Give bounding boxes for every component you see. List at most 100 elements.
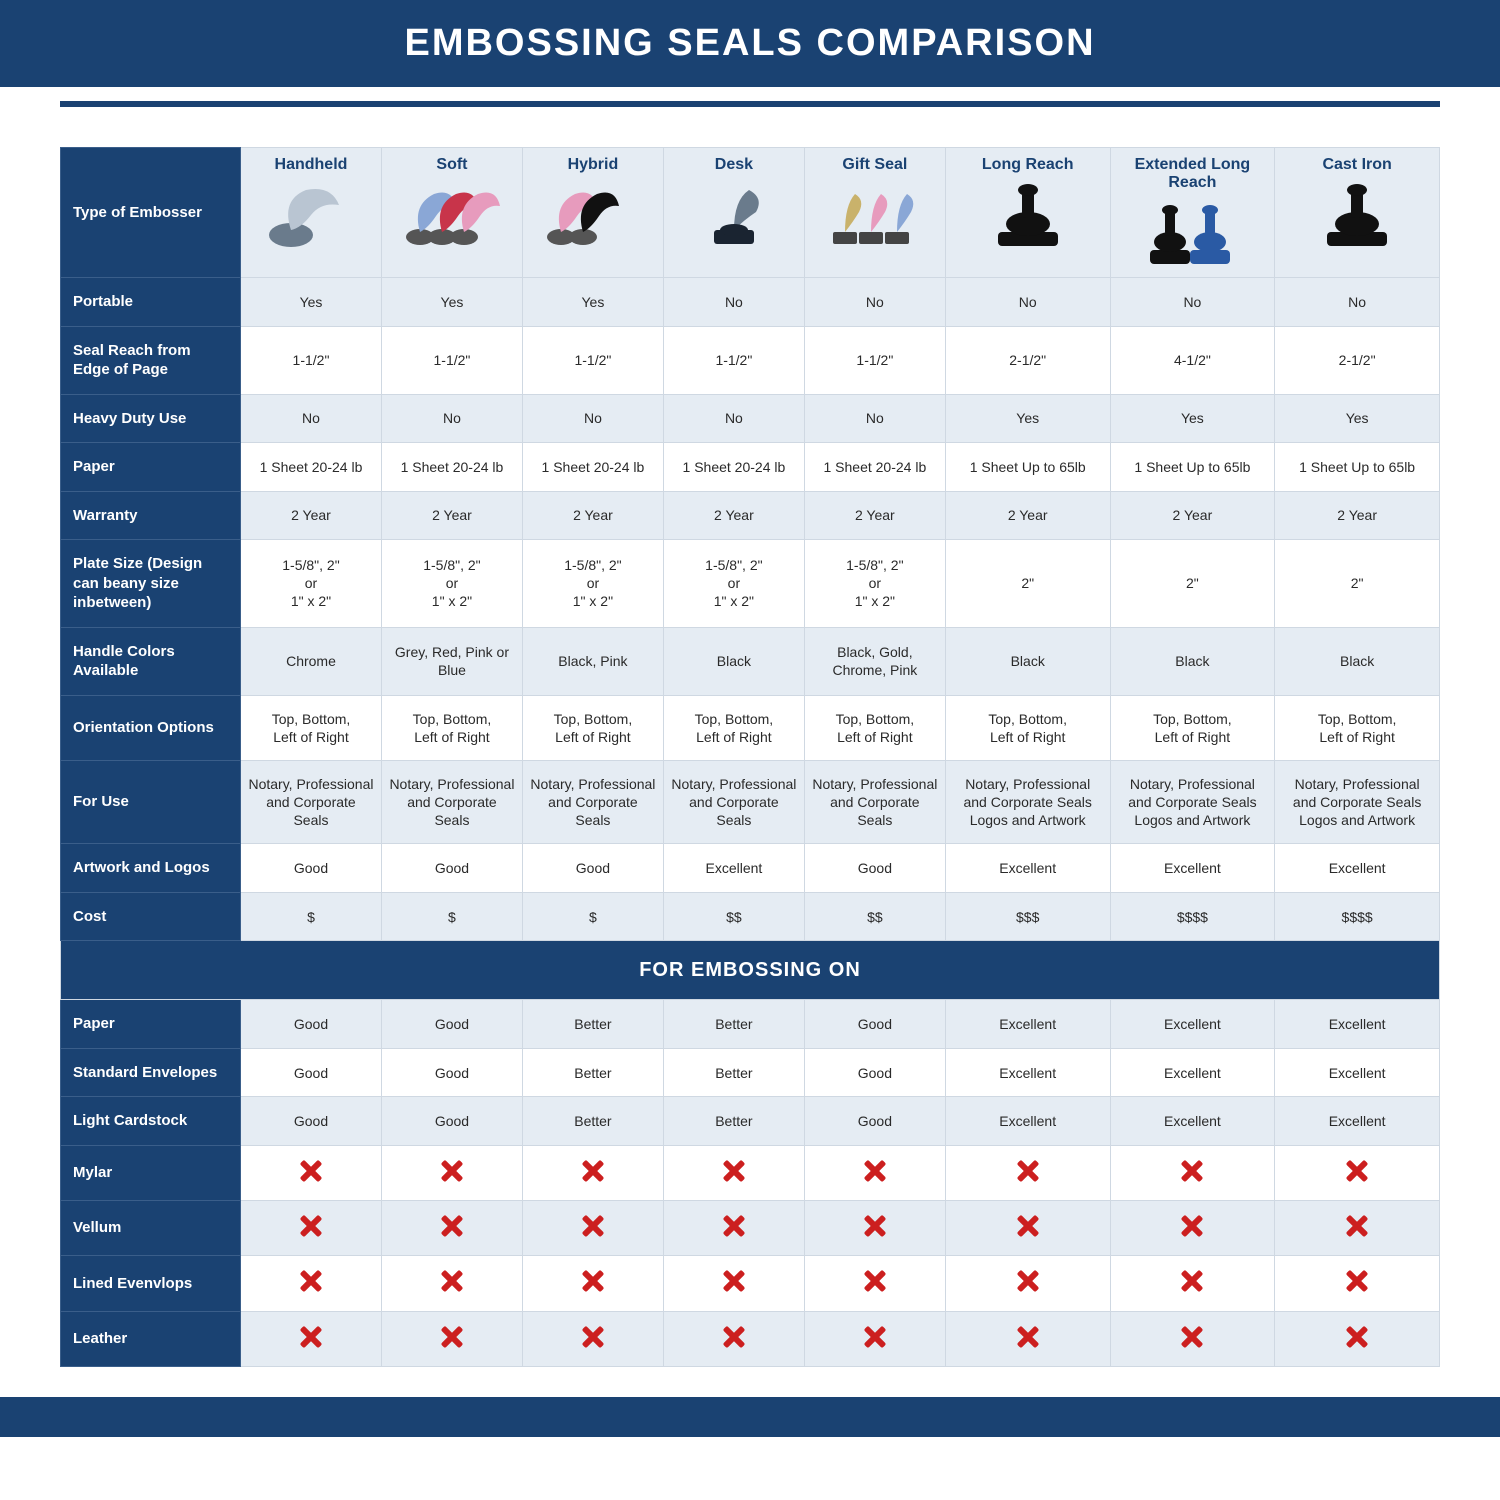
col-hybrid: Hybrid — [522, 148, 663, 278]
table-row: For Use Notary, Professional and Corporat… — [61, 760, 1440, 844]
cell: Chrome — [241, 627, 382, 695]
cell: Excellent — [1110, 1097, 1275, 1146]
row-label: Cost — [61, 892, 241, 941]
cell: 2 Year — [1110, 491, 1275, 540]
cell: Black, Gold, Chrome, Pink — [804, 627, 945, 695]
cell — [381, 1201, 522, 1256]
cell: $ — [241, 892, 382, 941]
cell: No — [1110, 278, 1275, 327]
row-label: Orientation Options — [61, 695, 241, 760]
cell: 1 Sheet Up to 65lb — [1110, 443, 1275, 492]
col-label: Hybrid — [527, 156, 659, 174]
page-title: EMBOSSING SEALS COMPARISON — [0, 0, 1500, 87]
x-icon — [864, 1326, 886, 1348]
cell: Good — [522, 844, 663, 893]
cell — [381, 1145, 522, 1200]
cell: Notary, Professional and Corporate Seals… — [1275, 760, 1440, 844]
cell: Top, Bottom, Left of Right — [804, 695, 945, 760]
cell: Excellent — [945, 1048, 1110, 1097]
cell: 1 Sheet 20-24 lb — [522, 443, 663, 492]
cell: 4-1/2" — [1110, 326, 1275, 394]
section-header: FOR EMBOSSING ON — [61, 941, 1440, 1000]
cell: Good — [381, 1048, 522, 1097]
row-label: Heavy Duty Use — [61, 394, 241, 443]
x-icon — [1017, 1160, 1039, 1182]
table-row: Light CardstockGoodGoodBetterBetterGoodE… — [61, 1097, 1440, 1146]
table-row: Vellum — [61, 1201, 1440, 1256]
cell: Notary, Professional and Corporate Seals — [381, 760, 522, 844]
cell: 1 Sheet 20-24 lb — [663, 443, 804, 492]
cell: Black — [1110, 627, 1275, 695]
cell: 1-1/2" — [663, 326, 804, 394]
cell: 1-1/2" — [381, 326, 522, 394]
cell: Excellent — [1110, 844, 1275, 893]
embosser-icon — [825, 180, 925, 250]
x-icon — [1017, 1326, 1039, 1348]
row-label: For Use — [61, 760, 241, 844]
cell — [945, 1145, 1110, 1200]
table-row: Plate Size (Design can beany size inbetw… — [61, 540, 1440, 628]
cell — [663, 1256, 804, 1311]
cell: Top, Bottom, Left of Right — [945, 695, 1110, 760]
embosser-icon — [978, 180, 1078, 250]
table-row: PaperGoodGoodBetterBetterGoodExcellentEx… — [61, 1000, 1440, 1049]
col-label: Gift Seal — [809, 156, 941, 174]
table-row: Orientation Options Top, Bottom, Left of … — [61, 695, 1440, 760]
cell: Top, Bottom, Left of Right — [663, 695, 804, 760]
x-icon — [582, 1160, 604, 1182]
cell: Notary, Professional and Corporate Seals — [804, 760, 945, 844]
x-icon — [723, 1326, 745, 1348]
table-row: Handle Colors AvailableChromeGrey, Red, … — [61, 627, 1440, 695]
x-icon — [864, 1270, 886, 1292]
row-label: Paper — [61, 443, 241, 492]
row-label: Standard Envelopes — [61, 1048, 241, 1097]
table-row: Cost$$$$$$$$$$$$$$$$$$ — [61, 892, 1440, 941]
col-label: Cast Iron — [1279, 156, 1435, 174]
cell: Top, Bottom, Left of Right — [522, 695, 663, 760]
cell: No — [522, 394, 663, 443]
cell: No — [663, 394, 804, 443]
cell: Excellent — [1110, 1000, 1275, 1049]
x-icon — [300, 1270, 322, 1292]
row-label: Warranty — [61, 491, 241, 540]
cell — [381, 1311, 522, 1366]
col-long: Long Reach — [945, 148, 1110, 278]
col-label: Handheld — [245, 156, 377, 174]
cell: 2 Year — [945, 491, 1110, 540]
cell: Yes — [522, 278, 663, 327]
row-label: Handle Colors Available — [61, 627, 241, 695]
col-gift: Gift Seal — [804, 148, 945, 278]
cell — [241, 1145, 382, 1200]
cell: 2 Year — [804, 491, 945, 540]
cell: 1-1/2" — [241, 326, 382, 394]
cell: 1-5/8", 2" or 1" x 2" — [522, 540, 663, 628]
cell — [1275, 1311, 1440, 1366]
cell: Better — [663, 1000, 804, 1049]
cell: $ — [381, 892, 522, 941]
cell: No — [804, 394, 945, 443]
col-desk: Desk — [663, 148, 804, 278]
cell — [1275, 1145, 1440, 1200]
cell: No — [1275, 278, 1440, 327]
col-soft: Soft — [381, 148, 522, 278]
cell: $ — [522, 892, 663, 941]
cell: Better — [522, 1097, 663, 1146]
row-label: Lined Evenvlops — [61, 1256, 241, 1311]
col-handheld: Handheld — [241, 148, 382, 278]
x-icon — [1346, 1160, 1368, 1182]
x-icon — [723, 1160, 745, 1182]
cell: 1-5/8", 2" or 1" x 2" — [804, 540, 945, 628]
cell: Good — [381, 1097, 522, 1146]
cell: Notary, Professional and Corporate Seals — [522, 760, 663, 844]
cell: 1 Sheet Up to 65lb — [945, 443, 1110, 492]
cell: Better — [522, 1048, 663, 1097]
table-row: Seal Reach from Edge of Page1-1/2"1-1/2"… — [61, 326, 1440, 394]
embosser-icon — [684, 180, 784, 250]
row-label: Leather — [61, 1311, 241, 1366]
cell — [663, 1145, 804, 1200]
cell: Notary, Professional and Corporate Seals… — [945, 760, 1110, 844]
cell: 2 Year — [663, 491, 804, 540]
x-icon — [723, 1215, 745, 1237]
cell: Yes — [1275, 394, 1440, 443]
row-label: Plate Size (Design can beany size inbetw… — [61, 540, 241, 628]
